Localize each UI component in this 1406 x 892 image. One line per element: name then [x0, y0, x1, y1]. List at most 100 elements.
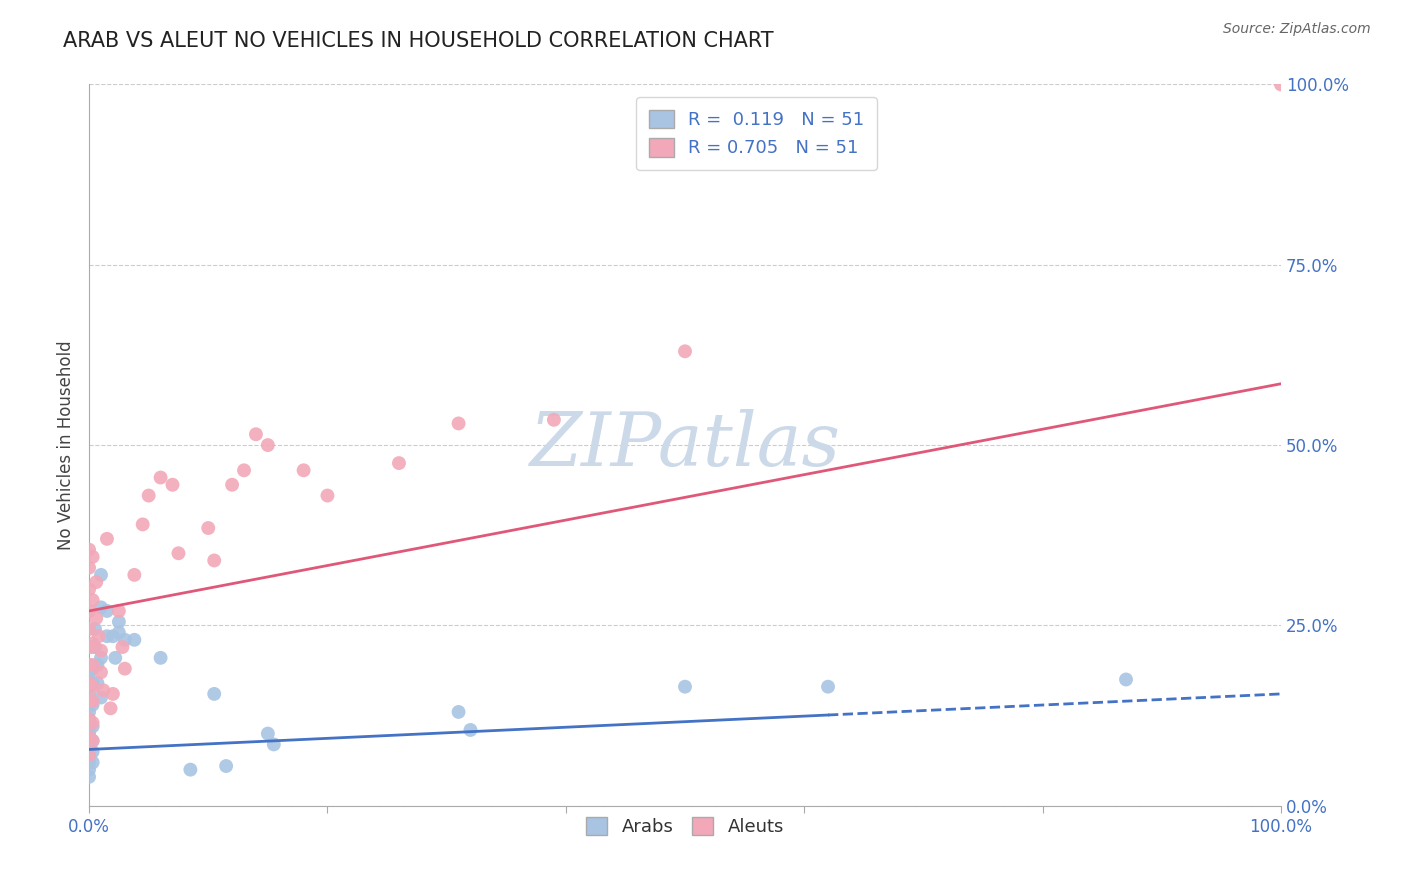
- Point: [84, 575, 107, 590]
- Point: [90, 690, 112, 705]
- Point: [82, 640, 104, 654]
- Point: [77, 687, 100, 701]
- Point: [82, 680, 104, 694]
- Point: [316, 489, 339, 503]
- Point: [77, 665, 100, 680]
- Point: [86, 658, 108, 673]
- Point: [77, 748, 100, 763]
- Point: [96, 629, 118, 643]
- Point: [131, 517, 153, 532]
- Point: [221, 477, 243, 491]
- Point: [292, 463, 315, 477]
- Point: [77, 658, 100, 673]
- Text: ZIPatlas: ZIPatlas: [530, 409, 841, 482]
- Point: [77, 770, 100, 784]
- Point: [114, 632, 136, 647]
- Point: [96, 604, 118, 618]
- Point: [108, 615, 131, 629]
- Point: [77, 705, 100, 719]
- Point: [111, 640, 134, 654]
- Point: [215, 759, 238, 773]
- Point: [138, 489, 160, 503]
- Point: [388, 456, 411, 470]
- Point: [77, 582, 100, 597]
- Point: [77, 673, 100, 687]
- Point: [447, 417, 470, 431]
- Point: [82, 733, 104, 747]
- Point: [82, 733, 104, 747]
- Point: [82, 658, 104, 673]
- Text: ARAB VS ALEUT NO VEHICLES IN HOUSEHOLD CORRELATION CHART: ARAB VS ALEUT NO VEHICLES IN HOUSEHOLD C…: [63, 31, 773, 51]
- Point: [90, 568, 112, 582]
- Point: [77, 730, 100, 744]
- Point: [90, 600, 112, 615]
- Point: [82, 593, 104, 607]
- Point: [77, 676, 100, 690]
- Point: [149, 650, 172, 665]
- Point: [82, 636, 104, 650]
- Point: [257, 438, 280, 452]
- Point: [167, 546, 190, 560]
- Point: [673, 344, 696, 359]
- Point: [90, 650, 112, 665]
- Point: [82, 756, 104, 770]
- Point: [179, 763, 201, 777]
- Text: Source: ZipAtlas.com: Source: ZipAtlas.com: [1223, 22, 1371, 37]
- Point: [96, 532, 118, 546]
- Point: [77, 680, 100, 694]
- Point: [82, 549, 104, 564]
- Point: [1270, 78, 1292, 92]
- Point: [77, 748, 100, 763]
- Point: [104, 650, 127, 665]
- Point: [86, 676, 108, 690]
- Point: [82, 719, 104, 733]
- Point: [817, 680, 839, 694]
- Point: [90, 643, 112, 657]
- Point: [77, 698, 100, 712]
- Point: [108, 604, 131, 618]
- Point: [100, 701, 122, 715]
- Point: [82, 676, 104, 690]
- Point: [101, 687, 124, 701]
- Point: [460, 723, 482, 737]
- Point: [197, 521, 219, 535]
- Point: [82, 694, 104, 708]
- Point: [93, 683, 115, 698]
- Point: [263, 738, 285, 752]
- Point: [84, 640, 107, 654]
- Point: [77, 741, 100, 756]
- Point: [82, 745, 104, 759]
- Point: [90, 665, 112, 680]
- Point: [245, 427, 267, 442]
- Point: [149, 470, 172, 484]
- Point: [77, 763, 100, 777]
- Point: [77, 756, 100, 770]
- Y-axis label: No Vehicles in Household: No Vehicles in Household: [58, 340, 75, 549]
- Point: [84, 622, 107, 636]
- Point: [202, 553, 225, 567]
- Point: [87, 629, 110, 643]
- Point: [447, 705, 470, 719]
- Point: [77, 712, 100, 726]
- Point: [77, 640, 100, 654]
- Point: [77, 719, 100, 733]
- Point: [82, 698, 104, 712]
- Legend: Arabs, Aleuts: Arabs, Aleuts: [578, 810, 792, 844]
- Point: [257, 726, 280, 740]
- Point: [673, 680, 696, 694]
- Point: [202, 687, 225, 701]
- Point: [77, 604, 100, 618]
- Point: [77, 712, 100, 726]
- Point: [77, 733, 100, 747]
- Point: [77, 658, 100, 673]
- Point: [162, 477, 184, 491]
- Point: [124, 632, 146, 647]
- Point: [101, 629, 124, 643]
- Point: [1115, 673, 1137, 687]
- Point: [82, 662, 104, 676]
- Point: [124, 568, 146, 582]
- Point: [84, 611, 107, 625]
- Point: [108, 625, 131, 640]
- Point: [543, 413, 565, 427]
- Point: [77, 726, 100, 740]
